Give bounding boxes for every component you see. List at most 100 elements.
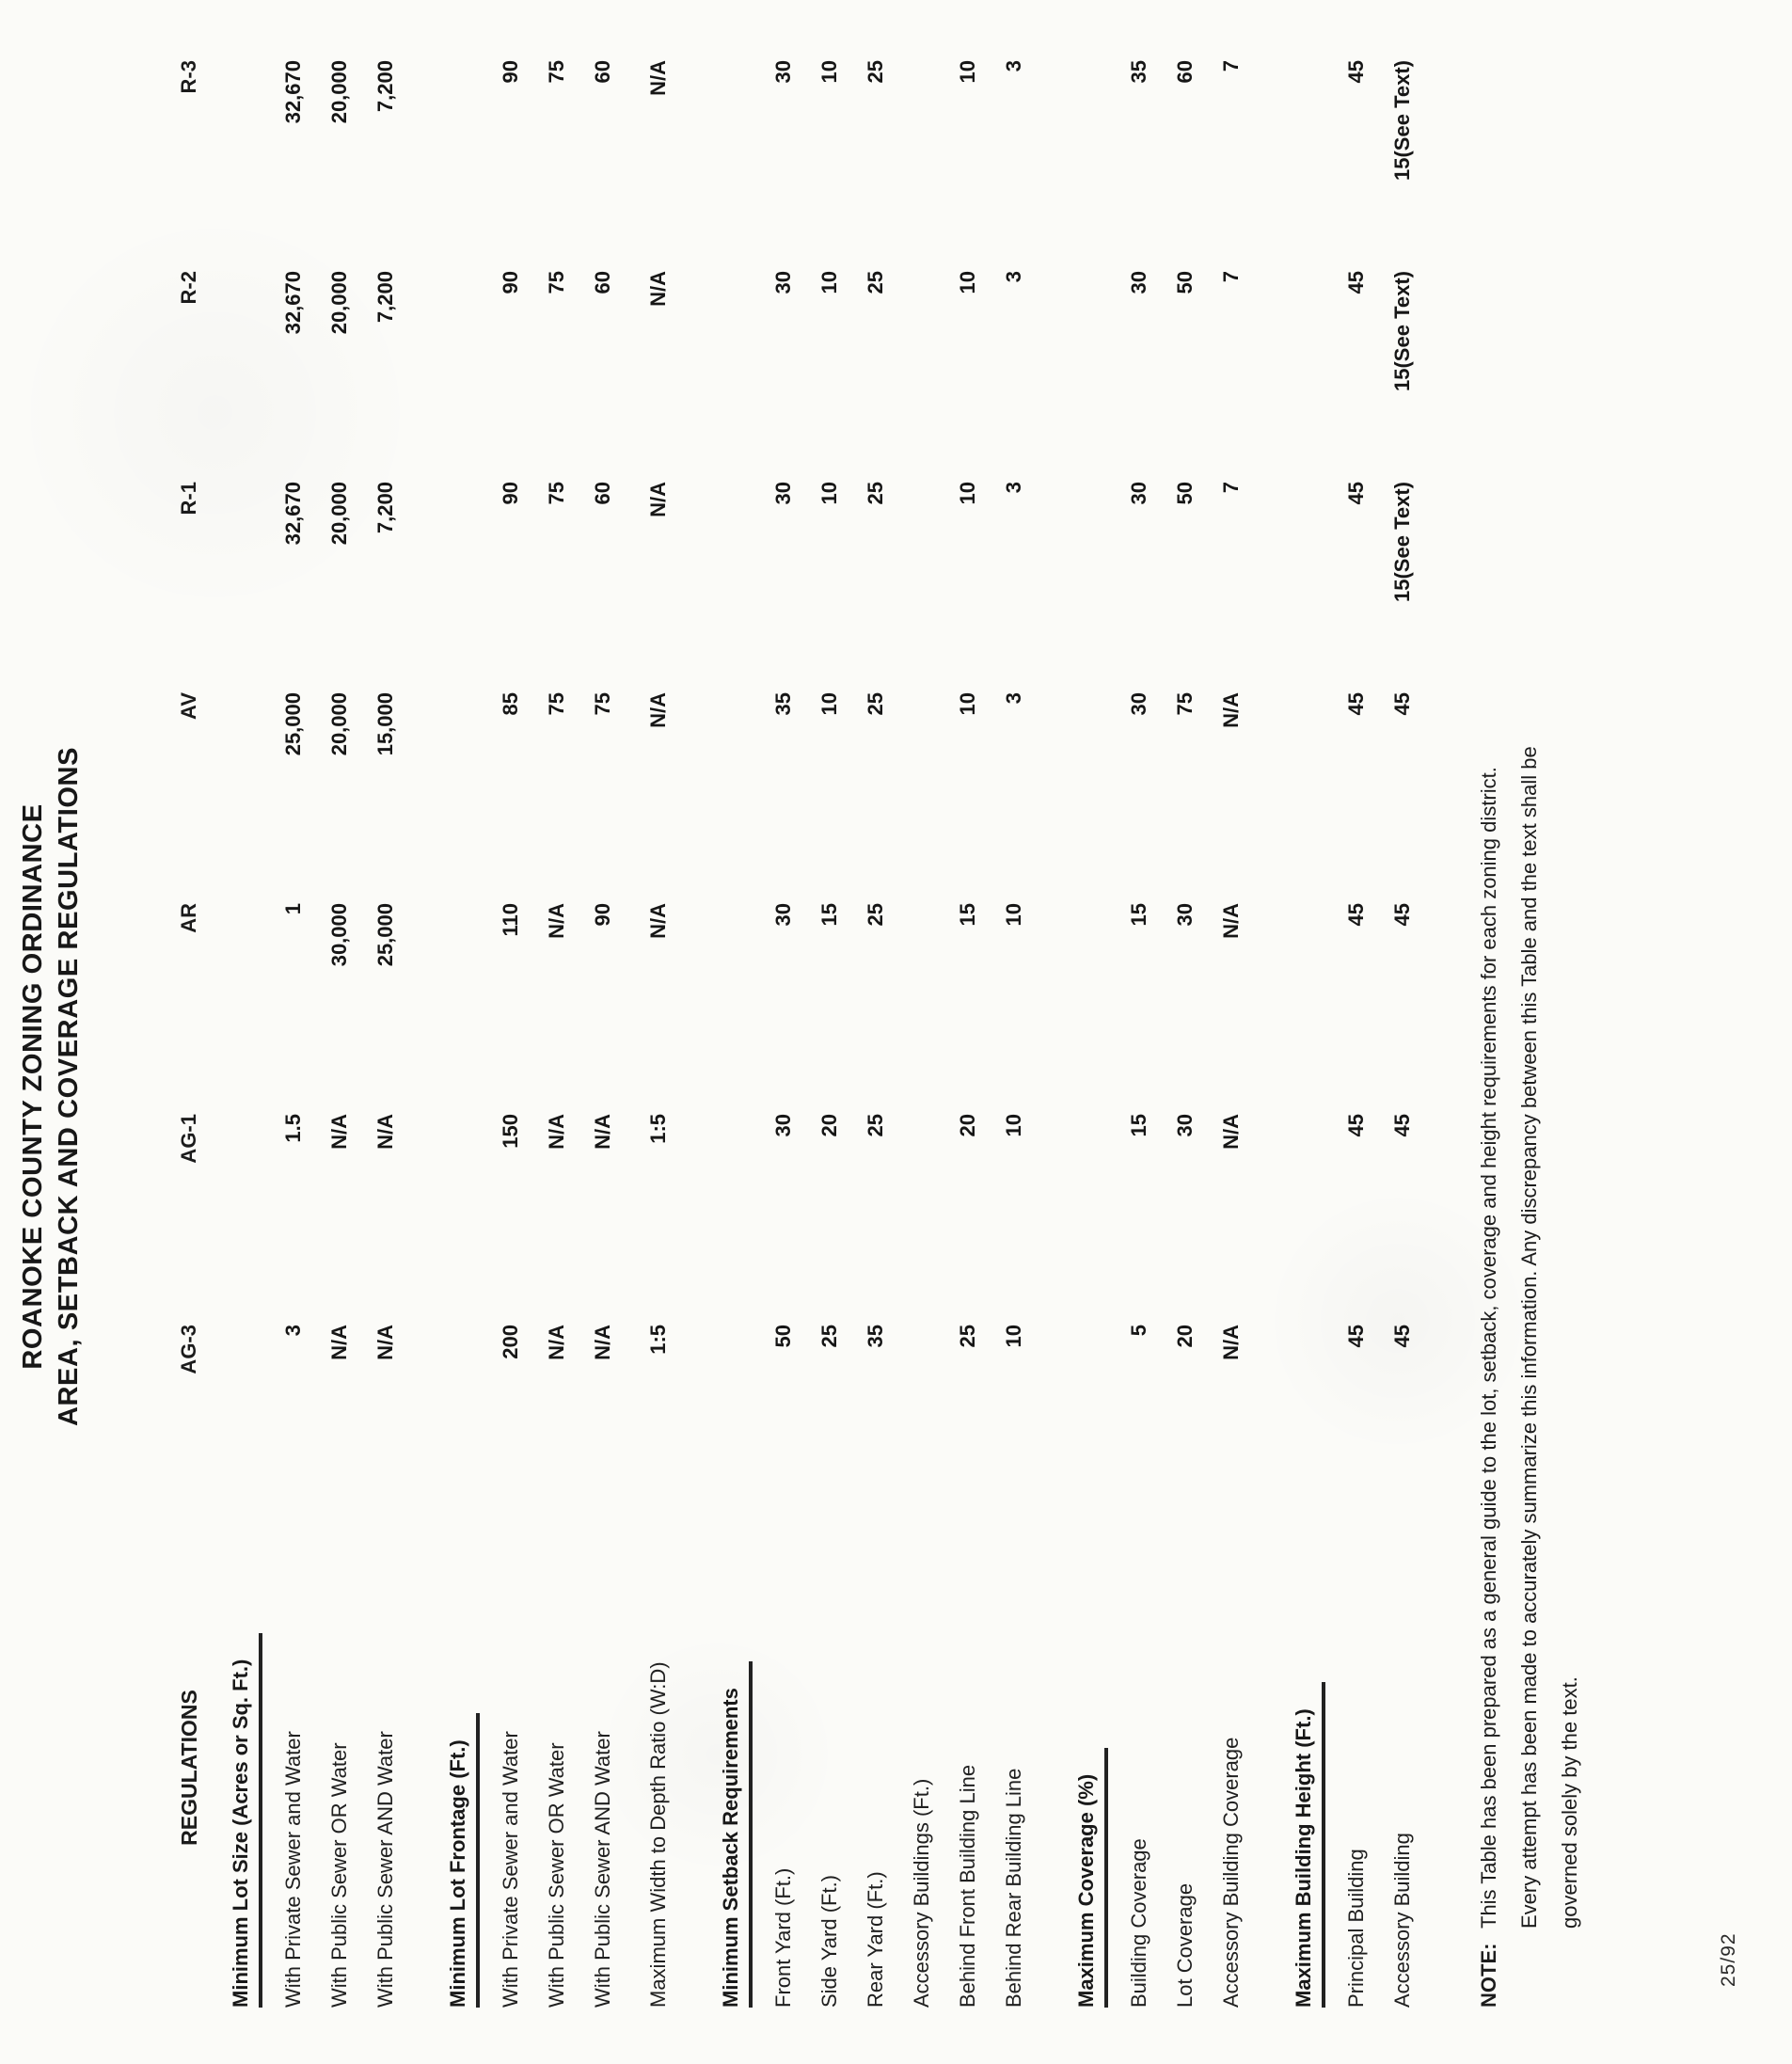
row-label: With Public Sewer OR Water [545,1742,568,2008]
table-header-row: REGULATIONS AG-3 AG-1 AR AV R-1 R-2 R-3 [177,0,202,2064]
cell-r-1: 15(See Text) [1390,482,1414,602]
row-label: Front Yard (Ft.) [771,1867,795,2008]
cell-r-2: 10 [817,271,841,294]
cell-ar: 10 [1002,903,1025,927]
cell-ar: 45 [1390,903,1414,927]
cell-ag-3: 200 [499,1325,522,1359]
cell-av: 45 [1344,692,1368,716]
cell-av: 75 [545,692,568,716]
row-label: Behind Rear Building Line [1002,1768,1025,2008]
column-header-ag-3: AG-3 [177,1325,200,1374]
cell-r-2: 75 [545,271,568,294]
cell-ar: N/A [545,903,568,939]
row-label: With Public Sewer AND Water [373,1731,397,2008]
cell-r-3: 3 [1002,60,1025,72]
cell-r-2: 10 [956,271,979,294]
cell-r-1: 25 [864,482,887,505]
cell-ar: 30 [1173,903,1197,927]
cell-ag-1: 30 [771,1114,795,1137]
cell-av: 45 [1390,692,1414,716]
cell-ar: N/A [646,903,670,939]
cell-ag-3: 25 [956,1325,979,1348]
table-row: Principal Building 45 45 45 45 45 45 45 [1344,0,1390,2064]
row-label: Behind Front Building Line [956,1764,979,2008]
cell-r-1: 90 [499,482,522,505]
table-row: With Private Sewer and Water 200 150 110 85 9… [499,0,545,2064]
row-label: Accessory Buildings (Ft.) [910,1778,933,2008]
cell-ag-1: N/A [327,1114,351,1150]
cell-av: 25,000 [281,692,305,756]
column-header-av: AV [177,692,200,720]
cell-r-2: 45 [1344,271,1368,294]
cell-ag-3: 3 [281,1325,305,1337]
column-header-ar: AR [177,903,200,933]
table-row: With Public Sewer OR Water N/A N/A 30,000 20… [327,0,373,2064]
table-row: With Public Sewer AND Water N/A N/A 25,000 1… [373,0,420,2064]
note-label: NOTE: [1477,1943,1500,2008]
cell-ag-1: N/A [545,1114,568,1150]
cell-r-2: 30 [1127,271,1150,294]
cell-r-3: 75 [545,60,568,84]
cell-ar: 1 [281,903,305,915]
note-line: NOTE: This Table has been prepared as a g… [1468,0,1509,2008]
note-text: This Table has been prepared as a genera… [1477,767,1500,1929]
section-header-row: Minimum Lot Frontage (Ft.) [446,0,480,2064]
cell-r-2: 7,200 [373,271,397,324]
table-row: Rear Yard (Ft.) 35 25 25 25 25 25 25 [864,0,910,2064]
table-row: With Private Sewer and Water 3 1.5 1 25,000 3… [281,0,327,2064]
cell-r-3: 35 [1127,60,1150,84]
cell-ag-1: 1.5 [281,1114,305,1143]
table-row: With Public Sewer AND Water N/A N/A 90 75 60 6… [591,0,637,2064]
document-title-block: ROANOKE COUNTY ZONING ORDINANCE AREA, SE… [0,0,87,2064]
cell-r-1: 30 [771,482,795,505]
cell-r-3: 60 [1173,60,1197,84]
cell-ag-1: N/A [1219,1114,1243,1150]
row-label: Building Coverage [1127,1838,1150,2008]
cell-av: 20,000 [327,692,351,756]
cell-r-1: 20,000 [327,482,351,546]
cell-ag-3: 1:5 [646,1325,670,1355]
table-row: Maximum Width to Depth Ratio (W:D) 1:5 1:5… [646,0,692,2064]
cell-r-2: 25 [864,271,887,294]
cell-r-1: 30 [1127,482,1150,505]
cell-ag-3: N/A [545,1325,568,1360]
cell-r-2: 30 [771,271,795,294]
cell-ag-3: 10 [1002,1325,1025,1348]
page-title: ROANOKE COUNTY ZONING ORDINANCE [18,803,48,1370]
cell-ag-3: 45 [1390,1325,1414,1348]
cell-ag-3: 5 [1127,1325,1150,1337]
page-subtitle: AREA, SETBACK AND COVERAGE REGULATIONS [54,746,84,1427]
column-header-r-2: R-2 [177,271,200,305]
section-title: Maximum Building Height (Ft.) [1292,1682,1325,2008]
cell-av: 3 [1002,692,1025,705]
cell-ag-1: 45 [1390,1114,1414,1137]
cell-r-1: 50 [1173,482,1197,505]
cell-ag-1: 1:5 [646,1114,670,1144]
table-row: Front Yard (Ft.) 50 30 30 35 30 30 30 [771,0,817,2064]
cell-r-2: 3 [1002,271,1025,283]
cell-ag-1: 45 [1344,1114,1368,1137]
cell-ag-3: 25 [817,1325,841,1348]
cell-r-1: 45 [1344,482,1368,505]
cell-ag-1: 20 [956,1114,979,1137]
row-label: Accessory Building Coverage [1219,1737,1243,2008]
section-header-row: Minimum Setback Requirements [719,0,753,2064]
cell-r-1: 3 [1002,482,1025,494]
cell-av: 10 [956,692,979,716]
table-row: Accessory Building Coverage N/A N/A N/A N/A 7… [1219,0,1265,2064]
cell-av: 85 [499,692,522,716]
page-number: 25/92 [1718,1932,1739,1987]
cell-av: N/A [1219,692,1243,728]
table-body: Minimum Lot Size (Acres or Sq. Ft.) With … [229,0,1436,2064]
row-label: With Private Sewer and Water [499,1731,522,2008]
cell-r-2: N/A [646,271,670,307]
cell-r-3: 25 [864,60,887,84]
cell-ag-1: 25 [864,1114,887,1137]
cell-av: 75 [591,692,614,716]
cell-ar: 15 [1127,903,1150,927]
cell-r-3: 45 [1344,60,1368,84]
section-header-row: Minimum Lot Size (Acres or Sq. Ft.) [229,0,262,2064]
section-title: Maximum Coverage (%) [1074,1747,1108,2008]
